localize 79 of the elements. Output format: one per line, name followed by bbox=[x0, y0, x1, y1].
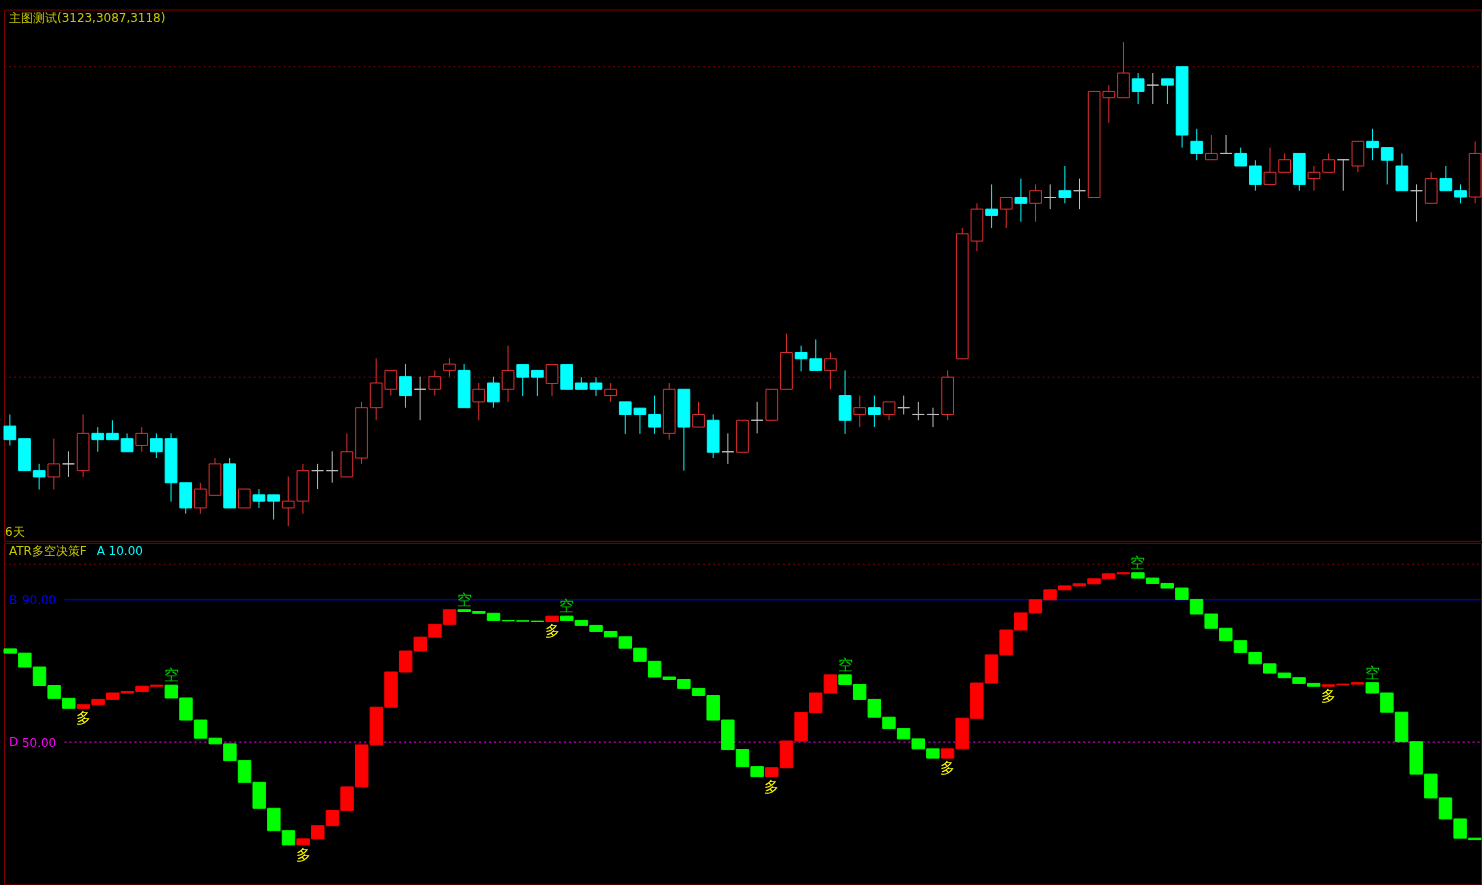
data-label: 空 bbox=[559, 597, 575, 616]
candlestick bbox=[1336, 159, 1350, 192]
chart-title: 主图测试(3123,3087,3118) bbox=[8, 10, 166, 25]
candlestick bbox=[868, 395, 881, 428]
data-label: 空 bbox=[163, 666, 179, 685]
candlestick bbox=[545, 364, 559, 397]
candlestick bbox=[311, 463, 324, 490]
candlestick bbox=[926, 407, 940, 428]
candlestick bbox=[1058, 165, 1072, 204]
data-label: 多 bbox=[295, 845, 311, 864]
candlestick bbox=[150, 432, 163, 459]
candlestick bbox=[267, 494, 280, 521]
candlestick bbox=[1029, 183, 1042, 223]
candlestick bbox=[325, 450, 339, 484]
candlestick bbox=[897, 395, 911, 415]
ref-line-label: D bbox=[8, 735, 19, 750]
candlestick bbox=[750, 401, 764, 434]
candlestick bbox=[999, 197, 1013, 229]
candlestick bbox=[62, 450, 75, 478]
data-label: 多 bbox=[75, 709, 91, 728]
data-label: 空 bbox=[837, 655, 853, 674]
candlestick bbox=[1043, 183, 1057, 210]
candlestick bbox=[911, 401, 925, 421]
candlestick bbox=[882, 401, 896, 421]
data-label: 空 bbox=[1130, 553, 1146, 572]
candlestick bbox=[1014, 178, 1028, 223]
candlestick bbox=[853, 395, 867, 428]
candlestick bbox=[47, 438, 61, 491]
ref-line-label: B bbox=[8, 592, 18, 607]
candlestick bbox=[1307, 165, 1321, 192]
candlestick bbox=[1073, 178, 1086, 210]
candlestick bbox=[413, 376, 427, 421]
candlestick bbox=[1219, 134, 1233, 154]
candlestick bbox=[1146, 72, 1160, 105]
candlestick bbox=[1410, 183, 1423, 223]
candlestick bbox=[985, 183, 998, 229]
candlestick bbox=[32, 463, 46, 491]
candlestick bbox=[106, 419, 119, 441]
candlestick bbox=[399, 363, 412, 409]
candlestick bbox=[1131, 72, 1145, 105]
candlestick bbox=[1161, 78, 1174, 105]
candlestick bbox=[443, 357, 456, 378]
candlestick bbox=[721, 432, 735, 465]
candlestick bbox=[1322, 152, 1335, 173]
chart-title: ATR多空决策F bbox=[8, 543, 87, 558]
candlestick bbox=[3, 413, 17, 446]
candlestick bbox=[1366, 128, 1379, 161]
data-label: 多 bbox=[544, 622, 560, 641]
y-tick-label: 90.00 bbox=[21, 593, 57, 608]
candlestick bbox=[1234, 147, 1248, 167]
candlestick bbox=[692, 401, 705, 428]
candlestick bbox=[604, 382, 617, 403]
candlestick bbox=[1380, 147, 1394, 185]
annotation: 6天 bbox=[4, 524, 25, 539]
candlestick bbox=[1248, 159, 1262, 192]
candlestick bbox=[824, 351, 837, 390]
y-tick-label: 50.00 bbox=[21, 735, 57, 750]
candlestick bbox=[1190, 128, 1204, 161]
data-label: 多 bbox=[1320, 687, 1336, 706]
data-label: 空 bbox=[1364, 663, 1380, 682]
candlestick bbox=[472, 382, 486, 421]
candlestick bbox=[1205, 134, 1218, 161]
annotation: A 10.00 bbox=[96, 543, 143, 558]
candlestick bbox=[252, 488, 266, 509]
candlestick bbox=[91, 426, 105, 453]
candlestick bbox=[1454, 183, 1467, 204]
candlestick bbox=[237, 488, 251, 509]
candlestick bbox=[428, 369, 442, 397]
candlestick bbox=[487, 376, 500, 409]
data-label: 多 bbox=[764, 777, 780, 796]
bar bbox=[545, 615, 559, 622]
data-label: 多 bbox=[940, 759, 956, 778]
candlestick bbox=[501, 345, 515, 403]
candlestick bbox=[120, 432, 134, 453]
candlestick bbox=[135, 426, 149, 453]
candlestick bbox=[516, 364, 530, 397]
candlestick bbox=[648, 395, 661, 435]
candlestick bbox=[531, 369, 544, 397]
candlestick bbox=[1439, 165, 1453, 192]
